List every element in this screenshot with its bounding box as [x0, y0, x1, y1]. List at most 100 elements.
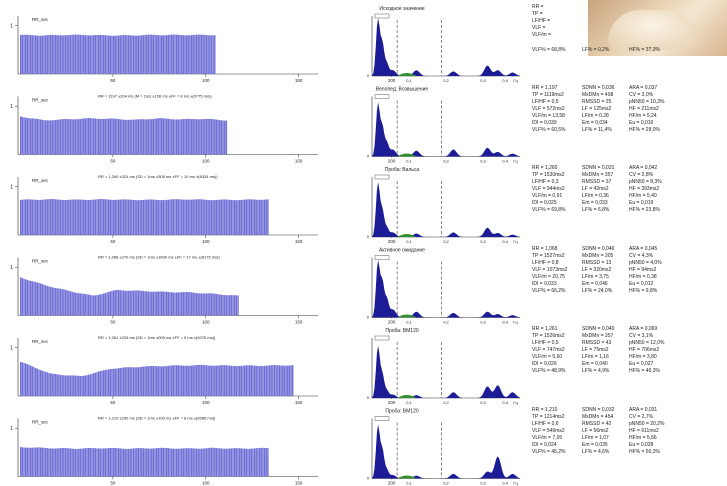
stat-value: HF/m = 5,24	[629, 112, 657, 119]
rr-bar	[38, 119, 40, 155]
rr-bar	[233, 295, 236, 316]
rr-x-tick-label: 50	[110, 400, 116, 405]
rr-bar	[180, 119, 183, 155]
rr-bar	[212, 365, 214, 396]
rr-bar	[56, 119, 58, 155]
rr-bar	[127, 35, 130, 74]
rr-bar	[31, 199, 34, 235]
spectrum-x-tick-label: 0,2	[443, 159, 449, 164]
rr-bar	[46, 372, 48, 396]
rr-bar	[101, 370, 103, 396]
rr-bar	[139, 119, 141, 155]
rr-bar	[56, 35, 58, 74]
rr-bar	[96, 448, 98, 477]
rr-bar	[182, 448, 184, 477]
stat-value: HF% = 23,8%	[629, 207, 660, 213]
rr-bar	[41, 35, 43, 74]
rr-bar	[104, 35, 107, 74]
rr-bar	[43, 371, 45, 396]
rr-bar	[180, 365, 183, 396]
rr-x-tick-label: 200	[388, 78, 396, 83]
rr-bar	[214, 447, 216, 477]
rr-bar	[139, 448, 141, 477]
stat-value: RMSSD = 42	[582, 420, 612, 427]
rr-bar	[106, 369, 108, 396]
rr-bar	[167, 365, 170, 396]
rr-bar	[89, 374, 92, 396]
rr-bar	[34, 282, 37, 316]
rr-bar	[172, 119, 175, 155]
stat-value: Em = 0,040	[582, 361, 608, 367]
rr-bar	[177, 34, 179, 74]
rr-bar	[104, 199, 107, 235]
rr-bar	[31, 447, 34, 477]
rr-bar	[69, 119, 72, 155]
rr-bar	[167, 118, 170, 155]
rr-bar	[174, 448, 176, 477]
photo-subject	[608, 10, 698, 50]
rr-bar	[106, 118, 108, 155]
rr-bar	[61, 289, 63, 316]
rr-bar	[129, 119, 131, 155]
rr-bar	[69, 448, 72, 477]
rr-bar	[88, 118, 90, 155]
rr-bar	[61, 375, 63, 396]
rr-bar	[147, 448, 150, 477]
rr-bar	[233, 448, 236, 477]
stat-value: ARA = 0,042	[629, 165, 658, 171]
rr-bar	[179, 199, 181, 235]
rr-x-tick-label: 50	[110, 159, 116, 164]
rr-bar	[38, 35, 40, 74]
spectrum-x-tick-label: 0,4	[502, 78, 508, 83]
stat-value: VLF/m = 20,75	[532, 273, 565, 280]
rr-bar	[79, 118, 82, 155]
rr-bar	[106, 448, 108, 477]
stat-value: TP = 1527ms2	[532, 252, 565, 259]
rr-bar	[258, 199, 261, 235]
rr-bar	[270, 365, 272, 396]
rr-bar	[209, 293, 211, 316]
rr-bar	[146, 199, 148, 235]
rr-bar	[202, 119, 204, 155]
rr-bar	[134, 35, 136, 74]
rr-bar	[117, 448, 120, 477]
rr-bar	[89, 35, 92, 74]
stat-value: IDI = 0,024	[532, 441, 557, 448]
spectrum-legend-box	[374, 94, 390, 99]
stat-value: LF/HF = 0,5	[532, 340, 559, 346]
rr-bar	[116, 118, 118, 155]
rr-y-tick-label: 1	[10, 265, 13, 271]
rr-bar	[141, 290, 143, 316]
rr-bar	[137, 290, 140, 316]
rr-bar	[159, 35, 161, 74]
rr-bar	[86, 118, 88, 155]
rr-bar	[119, 367, 121, 396]
rr-bar	[126, 448, 128, 477]
rr-bar	[144, 448, 146, 477]
rr-bar	[161, 118, 163, 155]
rr-bar	[107, 448, 110, 477]
rr-x-tick-label: 50	[110, 239, 116, 244]
rr-bar	[101, 34, 103, 74]
stats-row: TP =	[532, 11, 676, 18]
rr-bar	[64, 289, 67, 316]
rr-bar	[190, 35, 193, 74]
rr-bar	[94, 295, 97, 316]
stat-value: TP = 1214ms2	[532, 413, 565, 420]
rr-bar	[232, 448, 234, 477]
stat-value: MxDMn = 408	[582, 91, 614, 98]
rr-bar	[96, 118, 98, 155]
spectrum-y-tick-label: 0	[367, 315, 370, 320]
rr-bar	[79, 34, 82, 74]
rr-x-tick-label: 200	[388, 481, 396, 486]
rr-bar	[96, 199, 98, 235]
rr-bar	[79, 448, 82, 477]
rr-bar	[288, 365, 291, 396]
rr-bar	[154, 366, 156, 396]
stats-row: TP = 1119ms2 MxDMn = 408 CV = 3,0%	[532, 92, 676, 99]
rr-bar	[184, 35, 186, 74]
stat-value: TP = 1119ms2	[532, 91, 564, 98]
rr-bar	[210, 35, 213, 74]
spectrum-x-tick-label: 0,1	[406, 239, 412, 244]
rr-bar	[192, 34, 194, 74]
